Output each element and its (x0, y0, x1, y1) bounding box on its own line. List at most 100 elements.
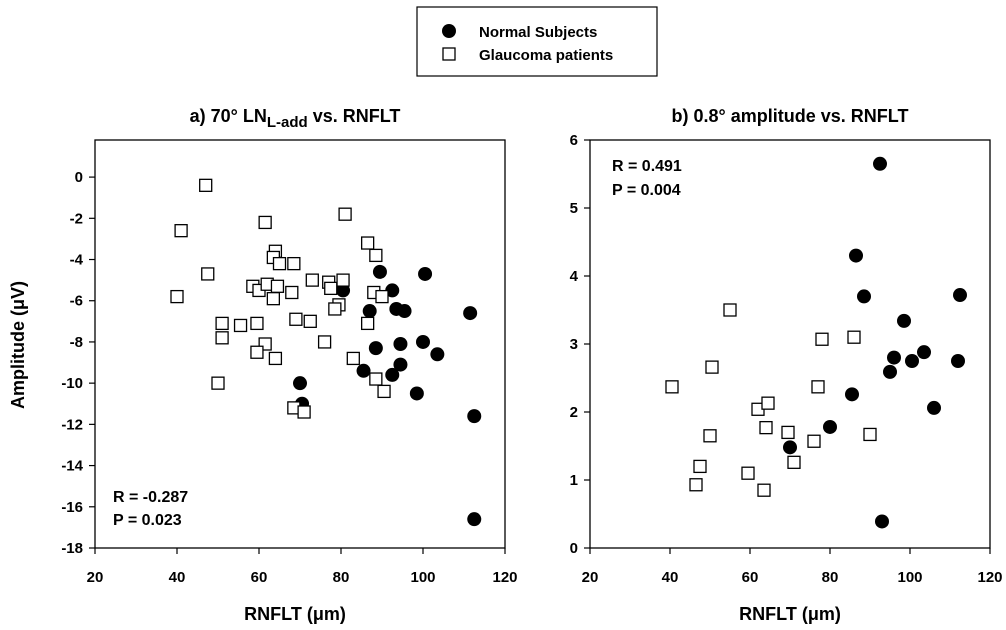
panel-b-glaucoma-point (723, 303, 737, 317)
panel-a-normal-point (393, 357, 408, 372)
panel-a-normal-point (372, 264, 387, 279)
panel-a-normal-point (336, 283, 351, 298)
panel-a-normal-point (409, 386, 424, 401)
panel-a-y-tick-label: -2 (70, 210, 83, 227)
panel-a-x-tick-label: 40 (169, 569, 186, 586)
panel-b-normal-point (849, 248, 863, 263)
panel-a-glaucoma-point (317, 335, 332, 349)
panel-a-glaucoma-point (215, 331, 229, 345)
panel-b-x-tick-label: 40 (662, 569, 679, 586)
panel-b-normal-point (875, 514, 889, 529)
panel-a-glaucoma-point (336, 273, 350, 287)
panel-b-normal-point (783, 440, 797, 455)
panel-a-glaucoma-point (250, 316, 264, 331)
panel-b-glaucoma-point (787, 455, 801, 469)
panel-a-glaucoma-point (272, 256, 287, 271)
panel-a-normal-point (430, 347, 445, 362)
panel-a-y-tick-label: -4 (70, 252, 84, 269)
panel-a-y-tick-label: -18 (61, 540, 83, 557)
panel-a-glaucoma-point (305, 273, 319, 287)
panel-a-glaucoma-point (258, 215, 272, 230)
panel-a-normal-point (393, 337, 408, 351)
panel-a-glaucoma-point (328, 302, 342, 316)
panel-b-glaucoma-point (807, 434, 821, 448)
panel-a-r-value: R = -0.287 (113, 489, 188, 506)
panel-a-y-tick-label: -14 (61, 458, 83, 475)
panel-a-normal-point (418, 266, 433, 281)
legend-box (416, 6, 658, 77)
panel-b-glaucoma-point (693, 459, 707, 474)
panel-b-glaucoma-point (811, 380, 825, 394)
panel-b-normal-point (927, 400, 941, 415)
legend-normal-label: Normal Subjects (479, 24, 597, 41)
panel-a: a) 70° LNL-add vs. RNFLT Amplitude (μV) … (8, 106, 518, 624)
panel-a-normal-point (463, 306, 478, 321)
panel-a-glaucoma-point (170, 289, 184, 304)
legend-glaucoma-label: Glaucoma patients (479, 47, 613, 64)
panel-a-x-tick-label: 120 (492, 569, 517, 586)
legend: Normal Subjects Glaucoma patients (416, 6, 658, 77)
panel-b-normal-point (951, 354, 965, 368)
panel-b-glaucoma-point (759, 420, 773, 435)
panel-a-glaucoma-point (233, 318, 248, 333)
panel-a-y-axis-label: Amplitude (μV) (8, 281, 28, 409)
panel-b-title-main: b) 0.8° amplitude vs. RNFLT (672, 106, 909, 126)
panel-b-normal-point (917, 345, 931, 360)
panel-b-normal-point (873, 156, 887, 171)
panel-a-y-tick-label: 0 (75, 169, 83, 186)
panel-a-glaucoma-point (266, 292, 281, 306)
panel-a-glaucoma-point (360, 316, 375, 331)
panel-b-y-tick-label: 4 (570, 268, 579, 285)
panel-b-y-tick-label: 3 (570, 336, 578, 353)
panel-a-glaucoma-point (268, 351, 283, 366)
panel-a-title: a) 70° LNL-add vs. RNFLT (190, 106, 401, 131)
panel-b-glaucoma-point (665, 380, 679, 394)
panel-a-glaucoma-point (369, 372, 383, 386)
panel-a-x-tick-label: 100 (410, 569, 435, 586)
panel-b-normal-point (953, 288, 967, 303)
panel-a-normal-point (368, 341, 383, 356)
panel-a-glaucoma-point (297, 405, 311, 419)
panel-b-glaucoma-point (847, 330, 861, 344)
legend-normal-marker (442, 24, 456, 38)
panel-a-y-tick-label: -8 (70, 334, 83, 351)
panel-a-x-tick-label: 80 (333, 569, 350, 586)
panel-a-title-tail: vs. RNFLT (308, 106, 401, 126)
panel-a-plot-frame (94, 139, 506, 549)
panel-b-x-tick-label: 20 (582, 569, 599, 586)
panel-b-y-tick-label: 0 (570, 540, 578, 557)
panel-a-y-tick-label: -12 (61, 416, 83, 433)
panel-b-title: b) 0.8° amplitude vs. RNFLT (672, 106, 909, 126)
panel-a-glaucoma-point (287, 256, 301, 271)
panel-b-glaucoma-point (757, 483, 771, 497)
panel-a-normal-point (467, 512, 482, 527)
legend-glaucoma-marker (442, 47, 456, 61)
panel-b-y-tick-label: 2 (570, 404, 578, 421)
panel-a-glaucoma-point (338, 207, 352, 221)
panel-a-glaucoma-point (360, 236, 375, 250)
panel-b-normal-point (857, 289, 871, 304)
panel-b-glaucoma-point (815, 332, 829, 346)
panel-b-x-tick-label: 120 (977, 569, 1002, 586)
panel-a-title-subscript: L-add (267, 114, 308, 131)
panel-b-glaucoma-point (863, 427, 877, 442)
panel-a-normal-point (356, 363, 371, 378)
panel-b-glaucoma-point (781, 425, 795, 440)
panel-b-y-tick-label: 5 (570, 200, 578, 217)
panel-a-glaucoma-point (303, 314, 317, 328)
panel-a-x-axis-label: RNFLT (μm) (244, 604, 346, 624)
panel-a-glaucoma-point (215, 316, 229, 331)
panel-a-glaucoma-point (377, 384, 391, 399)
panel-a-normal-point (385, 367, 400, 382)
panel-a-x-tick-label: 20 (87, 569, 104, 586)
panel-a-glaucoma-point (174, 224, 188, 238)
panel-b-glaucoma-point (741, 466, 755, 480)
panel-a-y-tick-label: -10 (61, 375, 83, 392)
panel-a-normal-point (293, 376, 307, 391)
panel-a-y-tick-label: -16 (61, 499, 83, 516)
panel-a-normal-point (397, 304, 412, 319)
panel-b-y-tick-label: 6 (570, 132, 578, 149)
panel-b-x-tick-label: 60 (742, 569, 759, 586)
panel-a-y-tick-label: -6 (70, 293, 83, 310)
